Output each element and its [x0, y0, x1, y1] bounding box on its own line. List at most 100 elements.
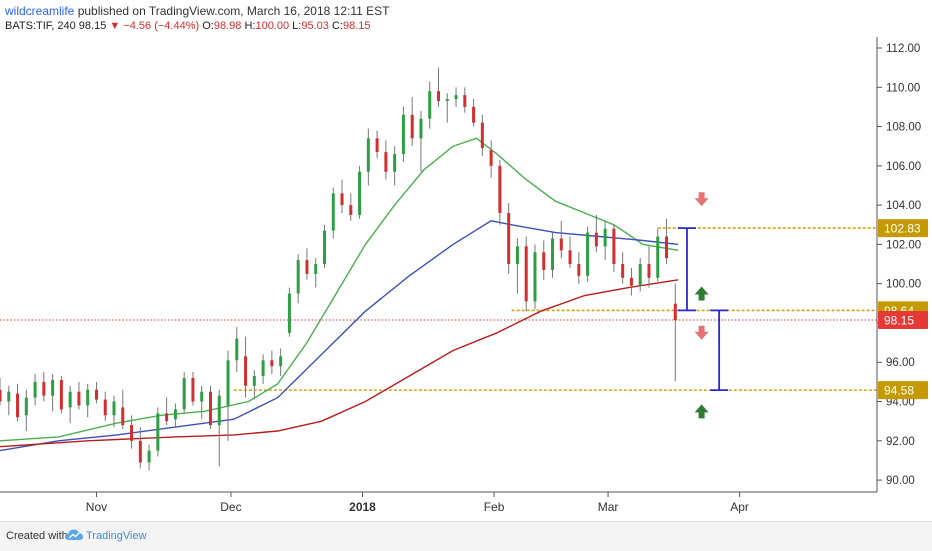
candle-body: [665, 236, 669, 259]
arrow-down-icon: [694, 325, 709, 340]
candle-body: [393, 154, 397, 172]
candle-body: [252, 375, 256, 386]
candle-body: [156, 413, 160, 451]
close-label: C:: [331, 20, 343, 32]
candle-body: [270, 360, 274, 367]
target-arrows: [694, 192, 709, 419]
candle-body: [445, 99, 449, 102]
y-tick-label: 108.00: [886, 122, 921, 134]
candle-body: [507, 212, 511, 265]
candle-body: [121, 407, 125, 426]
publish-info: wildcreamlife published on TradingView.c…: [5, 4, 389, 18]
projection-lines: [677, 227, 729, 392]
x-tick-label: Mar: [598, 500, 619, 514]
candle-body: [33, 381, 37, 398]
price-label-box: [878, 219, 928, 238]
candle-body: [647, 264, 651, 278]
candle-body: [577, 264, 581, 276]
price-label-box: [878, 381, 928, 400]
high-value: 100.00: [255, 20, 290, 32]
tradingview-cloud-icon: [65, 529, 83, 540]
y-tick-label: 92.00: [886, 436, 915, 448]
high-label: H:: [244, 20, 256, 32]
candle-body: [428, 91, 432, 119]
candle-body: [603, 228, 607, 247]
open-value: 98.98: [213, 20, 242, 32]
candle-body: [191, 377, 195, 402]
candle-body: [16, 393, 20, 418]
candle-body: [331, 193, 335, 231]
price-axis[interactable]: 112.00 110.00 108.00 106.00 104.00 102.00 100.…: [877, 43, 921, 487]
candle-body: [103, 399, 107, 416]
candle-body: [68, 391, 72, 408]
candle-body: [533, 252, 537, 302]
moving-average-line: [0, 279, 679, 448]
y-tick-label: 112.00: [886, 43, 920, 55]
candle-body: [568, 250, 572, 265]
y-tick-label: 90.00: [886, 475, 915, 487]
low-value: 95.03: [301, 20, 329, 32]
candle-body: [401, 114, 405, 155]
y-tick-label: 102.00: [886, 239, 921, 251]
candle-body: [638, 264, 642, 286]
candle-body: [24, 397, 28, 416]
candle-body: [489, 150, 493, 166]
candle-body: [296, 260, 300, 294]
candle-body: [472, 106, 476, 123]
x-tick-label: Apr: [730, 500, 749, 514]
candles: [0, 67, 677, 471]
moving-average-line: [0, 220, 679, 452]
low-label: L:: [292, 20, 302, 32]
created-with-text: Created with: [6, 530, 68, 542]
arrow-up-icon: [694, 286, 709, 301]
candle-body: [366, 138, 370, 172]
candle-body: [621, 264, 625, 278]
time-axis[interactable]: Nov Dec 2018 Feb Mar Apr: [86, 492, 749, 514]
last-price: 98.15: [78, 20, 107, 32]
change-value: −4.56 (−4.44%): [123, 20, 200, 32]
candle-body: [279, 356, 283, 367]
y-tick-label: 110.00: [886, 82, 920, 94]
candle-body: [165, 413, 169, 422]
candle-body: [559, 238, 563, 251]
price-label-text: 94.58: [884, 384, 914, 398]
candle-body: [437, 91, 440, 102]
x-tick-label: 2018: [349, 500, 376, 514]
candle-body: [498, 165, 502, 213]
candle-body: [586, 232, 590, 276]
open-label: O:: [202, 20, 214, 32]
footer-bar: Created with TradingView: [0, 521, 932, 551]
price-label-box: [878, 311, 928, 330]
candle-body: [94, 389, 98, 400]
candle-body: [147, 450, 151, 463]
y-tick-label: 94.00: [886, 397, 915, 409]
candle-body: [200, 391, 204, 402]
published-text: published on TradingView.com, March 16, …: [77, 4, 390, 18]
y-tick-label: 100.00: [886, 279, 921, 291]
tradingview-brand[interactable]: TradingView: [86, 530, 147, 542]
candle-body: [542, 252, 546, 270]
symbol-info: BATS:TIF, 240 98.15 ▼ −4.56 (−4.44%) O:9…: [5, 20, 370, 32]
candle-body: [261, 360, 265, 376]
x-tick-label: Nov: [86, 500, 107, 514]
close-value: 98.15: [342, 20, 371, 32]
candle-body: [551, 238, 555, 270]
candle-body: [419, 118, 423, 139]
candle-body: [322, 230, 326, 265]
candle-body: [594, 232, 598, 247]
candle-body: [349, 205, 353, 215]
candle-body: [314, 264, 318, 274]
candle-body: [173, 409, 177, 420]
candle-body: [226, 360, 230, 406]
candle-body: [0, 389, 2, 402]
symbol-label[interactable]: BATS:TIF, 240: [5, 20, 76, 32]
price-label-text: 98.15: [884, 314, 914, 328]
candle-body: [7, 391, 11, 402]
x-tick-label: Feb: [484, 500, 505, 514]
plot-area[interactable]: [0, 37, 877, 492]
candle-body: [629, 277, 633, 286]
candle-body: [51, 379, 55, 396]
author-link[interactable]: wildcreamlife: [5, 4, 75, 18]
